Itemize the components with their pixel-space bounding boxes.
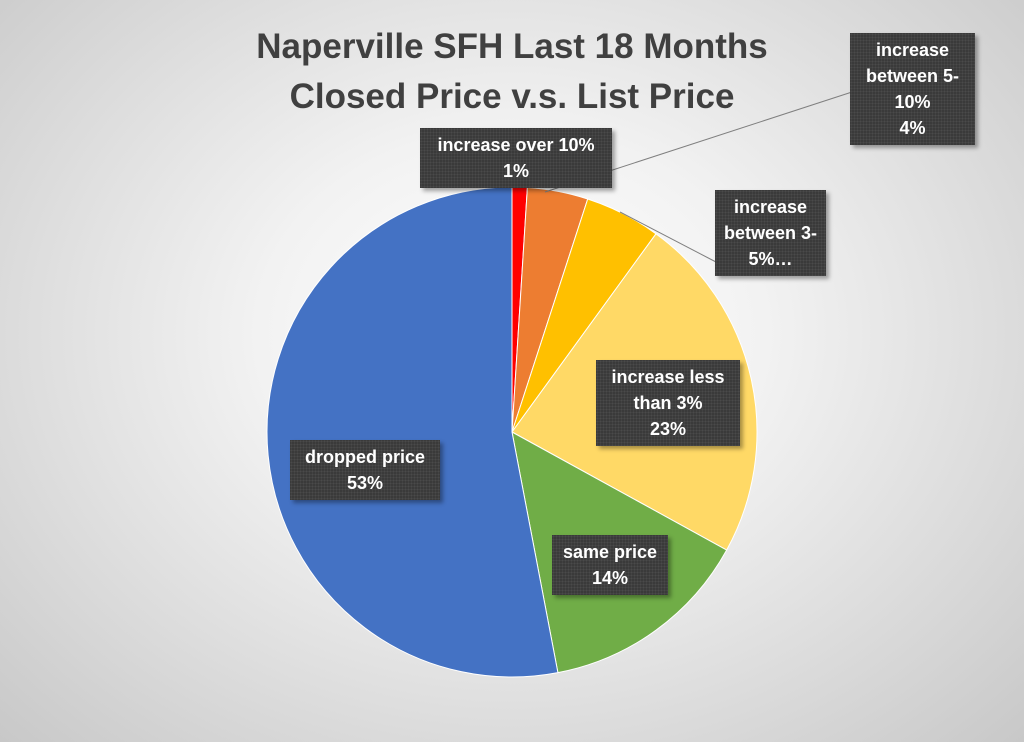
label-category: increase less than 3% (611, 367, 725, 413)
label-category: same price (562, 542, 658, 562)
label-category: increase over 10% (437, 135, 595, 155)
data-label: increase between 3-5%… (715, 190, 826, 276)
leader-line (619, 211, 717, 263)
label-category: increase between 5-10% (865, 40, 960, 112)
label-category: dropped price (304, 447, 425, 467)
label-value: 1% (502, 161, 529, 181)
label-value: 53% (346, 473, 384, 493)
chart-title: Naperville SFH Last 18 Months (256, 27, 768, 66)
data-label: increase between 5-10% 4% (850, 33, 975, 145)
label-value: 23% (649, 419, 687, 439)
label-value: 14% (591, 568, 629, 588)
pie-slice (266, 186, 559, 678)
data-label: dropped price 53% (290, 440, 440, 500)
label-value: 4% (899, 118, 926, 138)
chart-title: Closed Price v.s. List Price (290, 77, 735, 116)
data-label: increase less than 3% 23% (596, 360, 740, 446)
label-category: increase between 3-5%… (723, 197, 818, 269)
data-label: same price 14% (552, 535, 668, 595)
data-label: increase over 10% 1% (420, 128, 612, 188)
